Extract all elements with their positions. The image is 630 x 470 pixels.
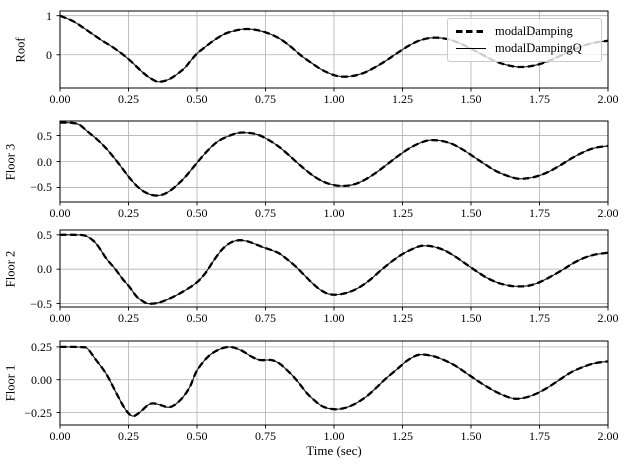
x-tick-label: 1.25 bbox=[392, 429, 413, 443]
series-modalDamping-line bbox=[59, 345, 609, 418]
series-modalDamping-line bbox=[59, 233, 609, 305]
x-tick-label: 0.25 bbox=[118, 311, 139, 325]
x-tick-label: 0.75 bbox=[255, 92, 276, 106]
x-tick-label: 0.50 bbox=[186, 92, 208, 106]
y-tick-label: 0.00 bbox=[31, 372, 52, 387]
x-tick-label: 2.00 bbox=[597, 429, 619, 443]
x-axis-title: Time (sec) bbox=[306, 443, 362, 458]
y-tick-label: 1 bbox=[46, 8, 52, 23]
x-tick-label: 1.25 bbox=[392, 92, 413, 106]
y-axis-title: Floor 3 bbox=[3, 143, 18, 180]
y-tick-label: 0 bbox=[46, 47, 52, 62]
x-tick-label: 1.25 bbox=[392, 206, 413, 220]
x-tick-label: 0.00 bbox=[49, 92, 71, 106]
x-tick-label: 1.00 bbox=[323, 92, 345, 106]
y-tick-label: −0.25 bbox=[24, 405, 52, 420]
legend-label-modaldamping: modalDamping bbox=[495, 24, 573, 38]
x-tick-label: 1.00 bbox=[323, 429, 345, 443]
x-tick-label: 1.50 bbox=[460, 206, 482, 220]
x-tick-label: 0.00 bbox=[49, 429, 71, 443]
x-tick-label: 1.50 bbox=[460, 92, 482, 106]
x-tick-label: 1.75 bbox=[529, 92, 550, 106]
dashed-line-sample bbox=[456, 30, 486, 33]
x-tick-label: 0.75 bbox=[255, 206, 276, 220]
x-tick-label: 2.00 bbox=[597, 92, 619, 106]
legend-item-modaldamping: modalDamping bbox=[456, 24, 593, 39]
y-tick-label: −0.5 bbox=[30, 180, 52, 195]
x-tick-label: 0.75 bbox=[255, 429, 276, 443]
x-tick-label: 0.25 bbox=[118, 429, 139, 443]
x-tick-label: 0.00 bbox=[49, 311, 71, 325]
y-axis-title: Floor 1 bbox=[3, 364, 18, 402]
x-tick-label: 1.50 bbox=[460, 311, 482, 325]
x-tick-label: 0.50 bbox=[186, 206, 208, 220]
y-axis-title: Floor 2 bbox=[3, 250, 18, 287]
legend-item-modaldampingq: modalDampingQ bbox=[456, 41, 593, 56]
x-tick-label: 1.75 bbox=[529, 206, 550, 220]
y-axis-title: Roof bbox=[13, 37, 28, 62]
x-tick-label: 1.00 bbox=[323, 311, 345, 325]
x-tick-label: 1.50 bbox=[460, 429, 482, 443]
x-tick-label: 0.75 bbox=[255, 311, 276, 325]
y-tick-label: 0.5 bbox=[37, 227, 52, 242]
legend-label-modaldampingq: modalDampingQ bbox=[495, 41, 582, 55]
y-tick-label: 0.5 bbox=[37, 128, 52, 143]
legend: modalDamping modalDampingQ bbox=[447, 18, 602, 62]
x-tick-label: 1.75 bbox=[529, 311, 550, 325]
x-tick-label: 2.00 bbox=[597, 206, 619, 220]
x-tick-label: 1.75 bbox=[529, 429, 550, 443]
x-tick-label: 0.00 bbox=[49, 206, 71, 220]
series-modalDamping-line bbox=[59, 14, 609, 83]
x-tick-label: 1.00 bbox=[323, 206, 345, 220]
y-tick-label: −0.5 bbox=[30, 296, 52, 311]
x-tick-label: 1.25 bbox=[392, 311, 413, 325]
x-tick-label: 0.25 bbox=[118, 206, 139, 220]
series-modalDamping-line bbox=[59, 121, 609, 197]
x-tick-label: 0.50 bbox=[186, 429, 208, 443]
x-tick-label: 0.25 bbox=[118, 92, 139, 106]
x-tick-label: 2.00 bbox=[597, 311, 619, 325]
y-tick-label: 0.25 bbox=[31, 339, 52, 354]
solid-line-sample bbox=[456, 47, 486, 50]
y-tick-label: 0.0 bbox=[37, 154, 52, 169]
x-tick-label: 0.50 bbox=[186, 311, 208, 325]
y-tick-label: 0.0 bbox=[37, 262, 52, 277]
